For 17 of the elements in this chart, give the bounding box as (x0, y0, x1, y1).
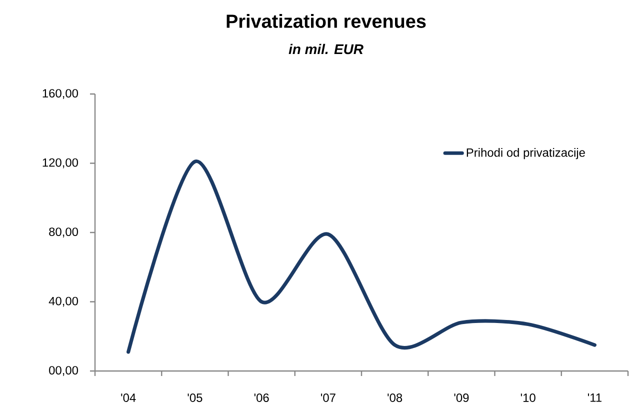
x-tick-label: '09 (454, 394, 469, 402)
x-tick-label: '11 (588, 394, 602, 402)
chart-title: Privatization revenues (226, 14, 426, 28)
x-tick-label: '07 (321, 394, 336, 402)
x-tick-label: '08 (388, 394, 402, 402)
x-tick-label: '06 (254, 394, 269, 402)
y-tick-label: 00,00 (49, 366, 78, 376)
y-tick-label: 120,00 (42, 158, 78, 168)
chart-subtitle: in mil. EUR (288, 44, 364, 54)
x-tick-label: '04 (121, 394, 136, 402)
y-tick-label: 160,00 (42, 89, 78, 99)
y-tick-label: 40,00 (48, 296, 78, 307)
x-tick-label: '05 (188, 394, 202, 402)
line-series (126, 160, 596, 354)
legend-label: Prihodi od privatizacije (466, 148, 585, 160)
x-tick-label: '10 (520, 394, 536, 402)
y-tick-label: 80,00 (49, 228, 78, 238)
